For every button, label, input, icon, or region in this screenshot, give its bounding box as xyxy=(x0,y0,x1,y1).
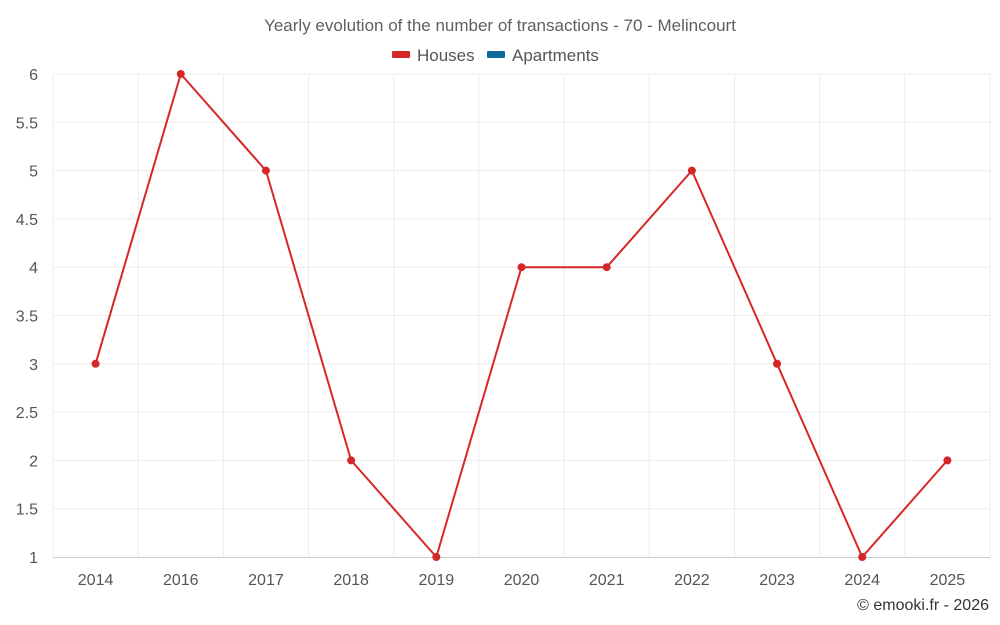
legend: Houses Apartments xyxy=(392,46,599,65)
data-point-houses-2020[interactable] xyxy=(517,263,526,272)
y-tick-label: 6 xyxy=(29,67,38,84)
x-tick-label: 2014 xyxy=(78,572,114,589)
series-layer xyxy=(91,70,952,561)
y-tick-label: 3.5 xyxy=(16,309,38,326)
y-tick-label: 3 xyxy=(29,357,38,374)
x-tick-label: 2022 xyxy=(674,572,710,589)
legend-swatch-apartments xyxy=(487,51,505,58)
data-point-houses-2024[interactable] xyxy=(858,553,867,561)
data-point-houses-2018[interactable] xyxy=(347,456,356,465)
y-tick-label: 1.5 xyxy=(16,502,38,519)
legend-item-apartments[interactable]: Apartments xyxy=(487,46,599,65)
data-point-houses-2019[interactable] xyxy=(432,553,441,561)
y-tick-label: 5.5 xyxy=(16,115,38,132)
x-tick-label: 2016 xyxy=(163,572,199,589)
legend-label-houses: Houses xyxy=(417,46,475,65)
data-point-houses-2022[interactable] xyxy=(687,166,696,175)
data-point-houses-2016[interactable] xyxy=(176,70,185,78)
y-tick-label: 2 xyxy=(29,453,38,470)
grid xyxy=(52,73,991,557)
chart-title: Yearly evolution of the number of transa… xyxy=(264,16,736,35)
y-tick-label: 5 xyxy=(29,164,38,181)
x-tick-label: 2025 xyxy=(930,572,966,589)
data-point-houses-2023[interactable] xyxy=(773,359,782,368)
data-point-houses-2025[interactable] xyxy=(943,456,952,465)
y-axis-ticks: 1 1.5 2 2.5 3 3.5 4 4.5 5 5.5 6 xyxy=(16,67,38,567)
data-point-houses-2021[interactable] xyxy=(602,263,611,272)
x-tick-label: 2020 xyxy=(504,572,540,589)
data-point-houses-2014[interactable] xyxy=(91,359,100,368)
x-tick-label: 2018 xyxy=(333,572,369,589)
y-tick-label: 1 xyxy=(29,550,38,567)
x-tick-label: 2023 xyxy=(759,572,795,589)
legend-item-houses[interactable]: Houses xyxy=(392,46,475,65)
x-axis-ticks: 2014 2016 2017 2018 2019 2020 2021 2022 2023 2024… xyxy=(78,572,966,589)
y-tick-label: 2.5 xyxy=(16,405,38,422)
legend-label-apartments: Apartments xyxy=(512,46,599,65)
credit-text: © emooki.fr - 2026 xyxy=(857,597,989,614)
x-tick-label: 2019 xyxy=(419,572,455,589)
y-tick-label: 4.5 xyxy=(16,212,38,229)
x-tick-label: 2024 xyxy=(844,572,880,589)
legend-swatch-houses xyxy=(392,51,410,58)
x-tick-label: 2017 xyxy=(248,572,284,589)
x-tick-label: 2021 xyxy=(589,572,625,589)
y-tick-label: 4 xyxy=(29,260,38,277)
data-point-houses-2017[interactable] xyxy=(261,166,270,175)
